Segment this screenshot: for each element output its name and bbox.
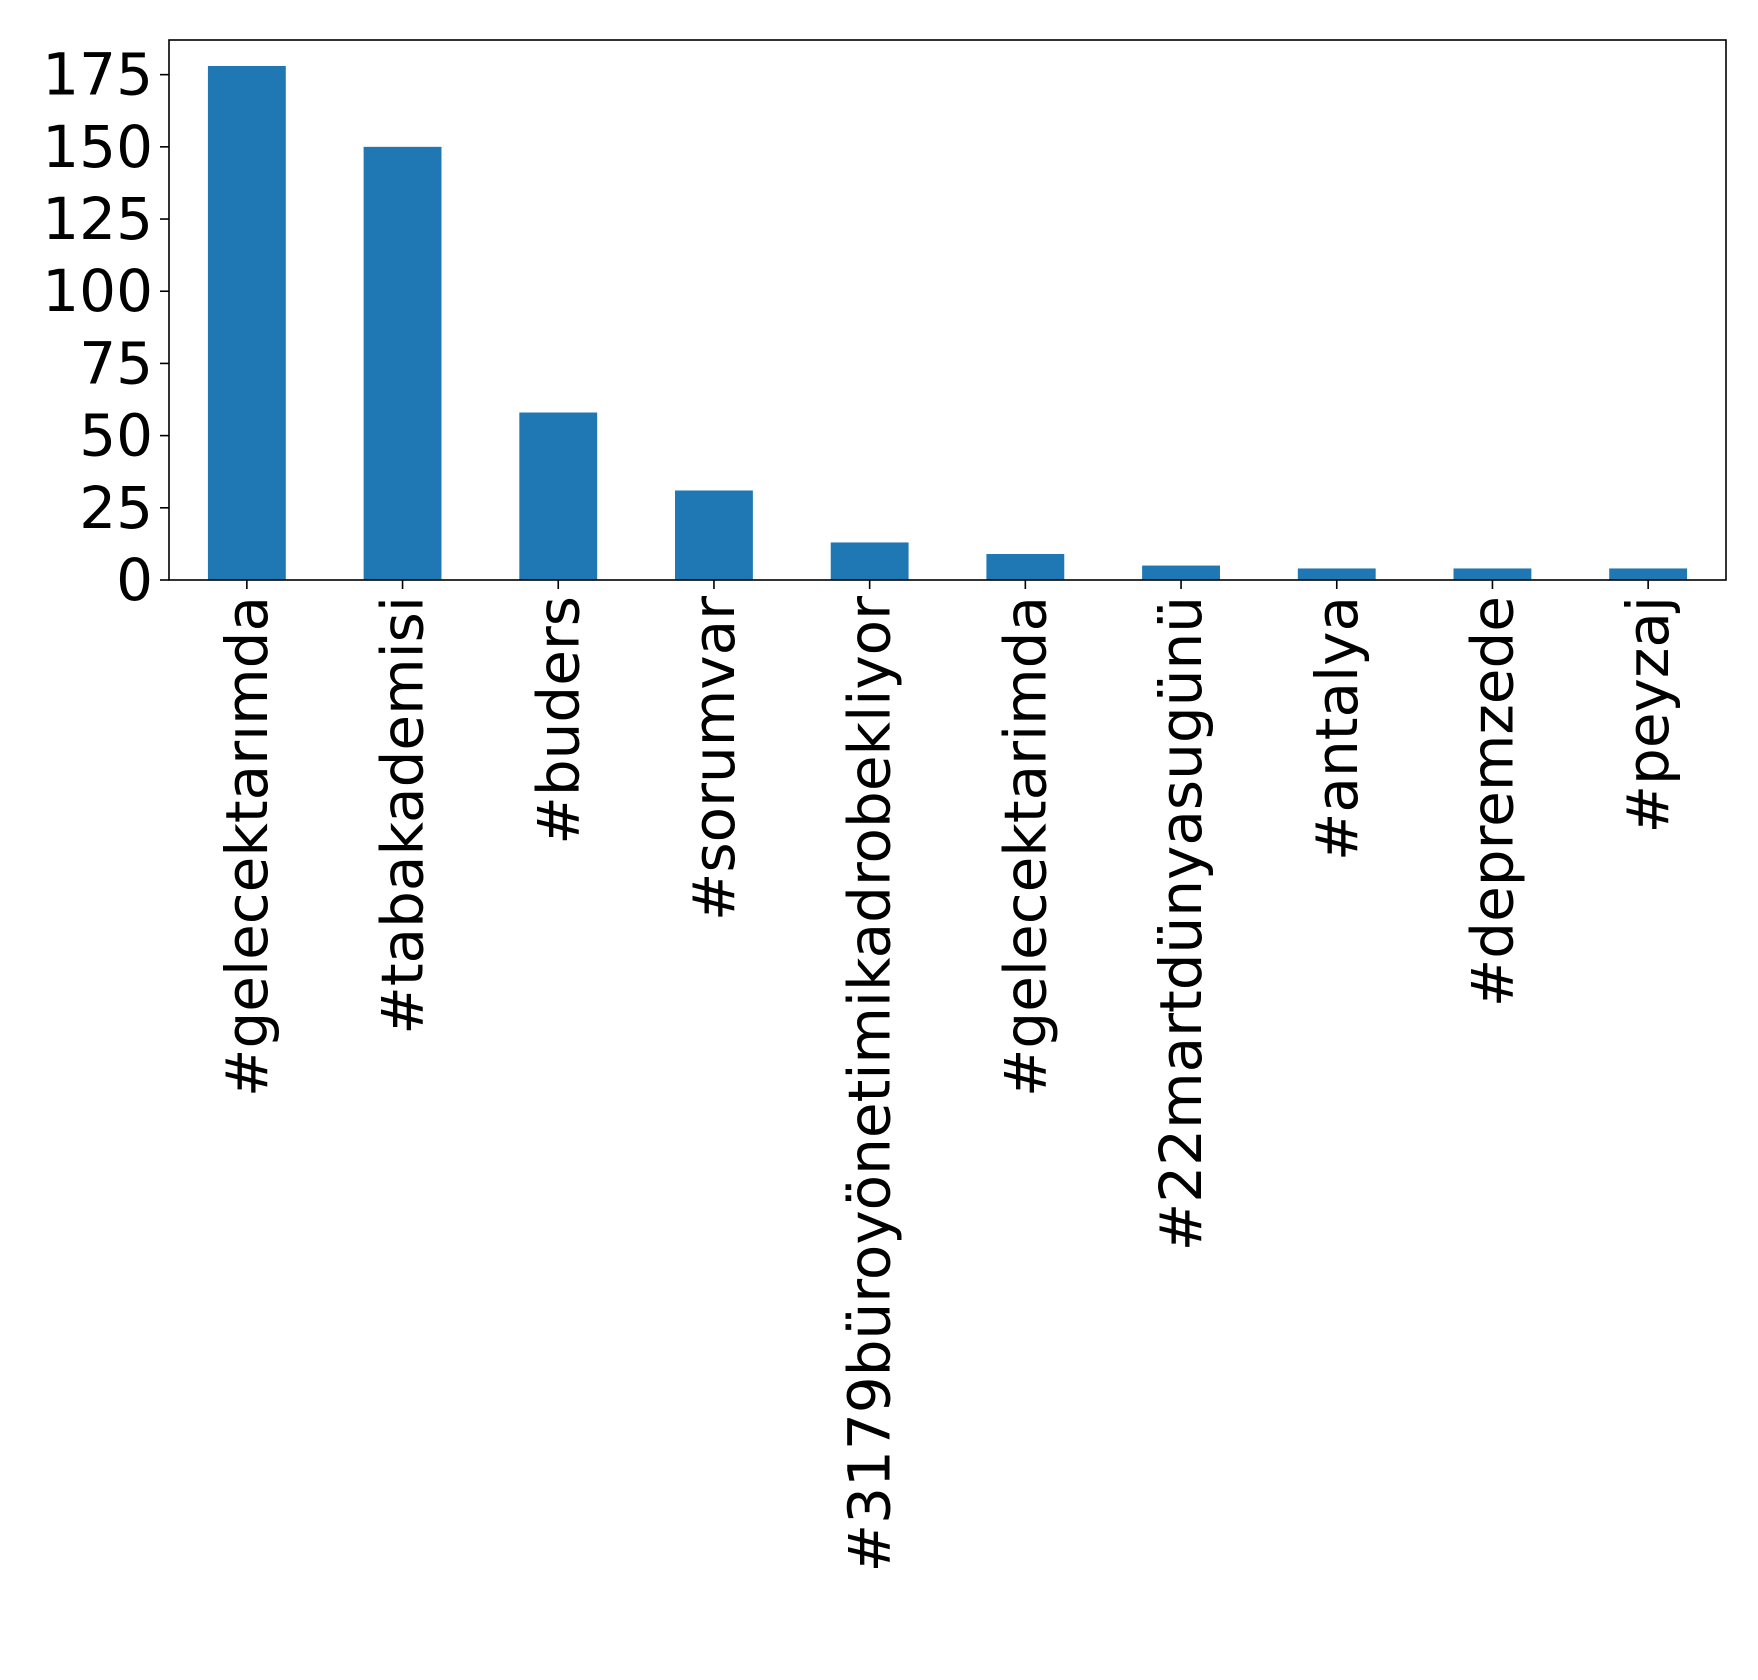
y-tick-label: 75 — [79, 329, 153, 397]
x-tick-label: #antalya — [1303, 596, 1371, 861]
x-tick-label: #peyzaj — [1614, 596, 1682, 834]
x-tick-label: #3179büroyönetimikadrobekliyor — [836, 596, 904, 1573]
plot-frame — [168, 39, 1727, 581]
x-tick-label: #gelecektarimda — [991, 596, 1059, 1097]
x-tick-label: #buders — [524, 596, 592, 845]
bar-group — [207, 65, 1688, 581]
y-tick-label: 0 — [116, 546, 153, 614]
bar — [1142, 565, 1220, 580]
bar — [519, 412, 598, 580]
bar — [675, 490, 753, 580]
x-tick-label: #sorumvar — [680, 596, 748, 921]
x-tick-label: #gelecektarımda — [213, 596, 281, 1097]
bar — [207, 65, 286, 581]
x-axis: #gelecektarımda #tabakademisi #buders #soru… — [213, 580, 1682, 1573]
y-tick-label: 150 — [42, 113, 153, 181]
y-tick-label: 50 — [79, 402, 153, 470]
y-tick-label: 125 — [42, 185, 153, 253]
y-tick-label: 175 — [42, 41, 153, 109]
bar — [1609, 568, 1688, 580]
bar — [1297, 568, 1376, 580]
bar — [986, 554, 1065, 580]
bar — [830, 542, 909, 580]
x-tick-label: #22martdünyasugünü — [1147, 596, 1215, 1251]
y-tick-label: 25 — [79, 474, 153, 542]
x-tick-label: #tabakademisi — [369, 596, 437, 1035]
x-tick-label: #depremzede — [1458, 596, 1526, 1007]
bar — [1453, 568, 1532, 580]
bar — [363, 146, 442, 580]
y-tick-label: 100 — [42, 257, 153, 325]
